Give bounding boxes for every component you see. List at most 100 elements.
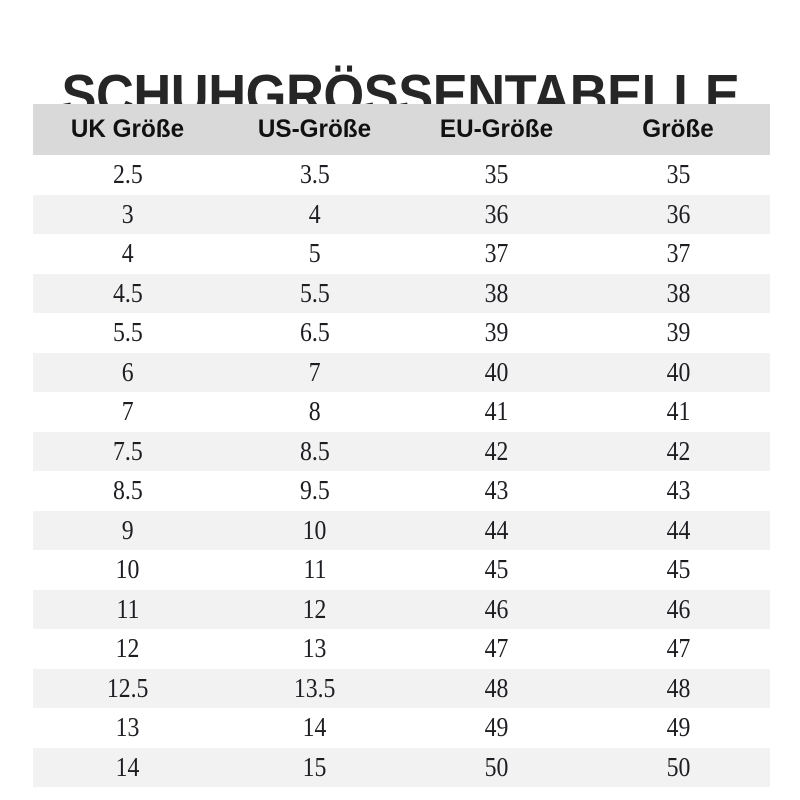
cell-value: 11 bbox=[116, 593, 139, 624]
table-row: 12.5 13.5 48 48 bbox=[33, 668, 770, 709]
cell-size: 43 bbox=[586, 471, 770, 511]
cell-value: 4 bbox=[308, 198, 321, 229]
cell-us: 3.5 bbox=[222, 155, 407, 195]
cell-value: 48 bbox=[484, 672, 509, 703]
table-row: 13 14 49 49 bbox=[33, 708, 770, 748]
cell-size: 44 bbox=[586, 511, 770, 551]
cell-value: 8.5 bbox=[299, 435, 330, 466]
cell-us: 5 bbox=[222, 234, 407, 274]
cell-eu: 38 bbox=[407, 274, 586, 314]
cell-value: 7 bbox=[121, 396, 134, 426]
cell-value: 5.5 bbox=[299, 277, 330, 308]
cell-eu: 35 bbox=[407, 155, 586, 195]
cell-uk: 11 bbox=[33, 590, 222, 630]
cell-value: 36 bbox=[484, 198, 509, 229]
cell-eu: 43 bbox=[407, 471, 586, 511]
cell-eu: 37 bbox=[407, 234, 586, 274]
cell-us: 15 bbox=[222, 748, 407, 788]
cell-value: 35 bbox=[666, 159, 690, 189]
cell-value: 37 bbox=[484, 238, 509, 268]
cell-eu: 42 bbox=[407, 432, 586, 472]
cell-value: 6 bbox=[121, 356, 134, 387]
cell-us: 12 bbox=[222, 590, 407, 630]
cell-value: 49 bbox=[484, 712, 509, 742]
cell-value: 44 bbox=[666, 514, 690, 545]
table-header: UK Größe US-Größe EU-Größe Größe bbox=[33, 104, 770, 155]
table-row: 12 13 47 47 bbox=[33, 629, 770, 669]
cell-size: 45 bbox=[586, 550, 770, 590]
cell-value: 2.5 bbox=[112, 159, 143, 189]
cell-value: 13.5 bbox=[293, 672, 336, 703]
cell-value: 41 bbox=[666, 396, 690, 426]
cell-uk: 4 bbox=[33, 234, 222, 274]
cell-uk: 6 bbox=[33, 353, 222, 393]
cell-value: 14 bbox=[115, 751, 140, 782]
cell-eu: 49 bbox=[407, 708, 586, 748]
cell-size: 36 bbox=[586, 195, 770, 235]
cell-value: 43 bbox=[666, 475, 690, 505]
cell-eu: 39 bbox=[407, 313, 586, 353]
cell-eu: 45 bbox=[407, 550, 586, 590]
cell-uk: 12.5 bbox=[33, 669, 222, 709]
shoe-size-table-container: UK Größe US-Größe EU-Größe Größe 2.5 3.5 3… bbox=[33, 104, 770, 787]
cell-us: 11 bbox=[222, 550, 407, 590]
cell-us: 6.5 bbox=[222, 313, 407, 353]
cell-size: 42 bbox=[586, 432, 770, 472]
cell-us: 13.5 bbox=[222, 669, 407, 709]
cell-value: 10 bbox=[115, 554, 140, 584]
column-header-size: Größe bbox=[642, 115, 714, 143]
cell-value: 50 bbox=[484, 751, 509, 782]
cell-size: 47 bbox=[586, 629, 770, 669]
cell-uk: 14 bbox=[33, 748, 222, 788]
cell-value: 11 bbox=[303, 554, 326, 584]
cell-value: 50 bbox=[666, 751, 690, 782]
cell-uk: 10 bbox=[33, 550, 222, 590]
table-row: 4 5 37 37 bbox=[33, 234, 770, 274]
cell-us: 4 bbox=[222, 195, 407, 235]
cell-value: 43 bbox=[484, 475, 509, 505]
cell-size: 39 bbox=[586, 313, 770, 353]
cell-value: 40 bbox=[666, 356, 690, 387]
cell-value: 35 bbox=[484, 159, 509, 189]
cell-uk: 8.5 bbox=[33, 471, 222, 511]
cell-value: 3.5 bbox=[299, 159, 330, 189]
cell-value: 38 bbox=[484, 277, 509, 308]
table-row: 9 10 44 44 bbox=[33, 510, 770, 551]
cell-value: 7 bbox=[308, 356, 321, 387]
cell-uk: 12 bbox=[33, 629, 222, 669]
cell-uk: 3 bbox=[33, 195, 222, 235]
cell-eu: 47 bbox=[407, 629, 586, 669]
cell-value: 44 bbox=[484, 514, 509, 545]
table-row: 10 11 45 45 bbox=[33, 550, 770, 590]
cell-eu: 36 bbox=[407, 195, 586, 235]
shoe-size-table: UK Größe US-Größe EU-Größe Größe 2.5 3.5 3… bbox=[33, 104, 770, 787]
table-row: 7.5 8.5 42 42 bbox=[33, 431, 770, 472]
cell-size: 37 bbox=[586, 234, 770, 274]
cell-value: 13 bbox=[302, 633, 327, 663]
cell-value: 47 bbox=[484, 633, 509, 663]
cell-value: 14 bbox=[302, 712, 327, 742]
cell-value: 36 bbox=[666, 198, 690, 229]
cell-us: 5.5 bbox=[222, 274, 407, 314]
cell-value: 45 bbox=[484, 554, 509, 584]
cell-value: 42 bbox=[484, 435, 509, 466]
page-title-container: SCHUHGRÖSSENTABELLE bbox=[0, 26, 800, 164]
cell-us: 8 bbox=[222, 392, 407, 432]
cell-value: 49 bbox=[666, 712, 690, 742]
cell-value: 39 bbox=[484, 317, 509, 347]
cell-us: 7 bbox=[222, 353, 407, 393]
cell-eu: 41 bbox=[407, 392, 586, 432]
cell-value: 5.5 bbox=[112, 317, 143, 347]
cell-uk: 7.5 bbox=[33, 432, 222, 472]
table-row: 14 15 50 50 bbox=[33, 747, 770, 788]
cell-value: 12 bbox=[115, 633, 140, 663]
cell-value: 38 bbox=[666, 277, 690, 308]
cell-size: 46 bbox=[586, 590, 770, 630]
cell-us: 14 bbox=[222, 708, 407, 748]
cell-uk: 13 bbox=[33, 708, 222, 748]
cell-us: 8.5 bbox=[222, 432, 407, 472]
page-title: SCHUHGRÖSSENTABELLE bbox=[61, 63, 739, 128]
cell-uk: 5.5 bbox=[33, 313, 222, 353]
cell-value: 45 bbox=[666, 554, 690, 584]
table-row: 8.5 9.5 43 43 bbox=[33, 471, 770, 511]
